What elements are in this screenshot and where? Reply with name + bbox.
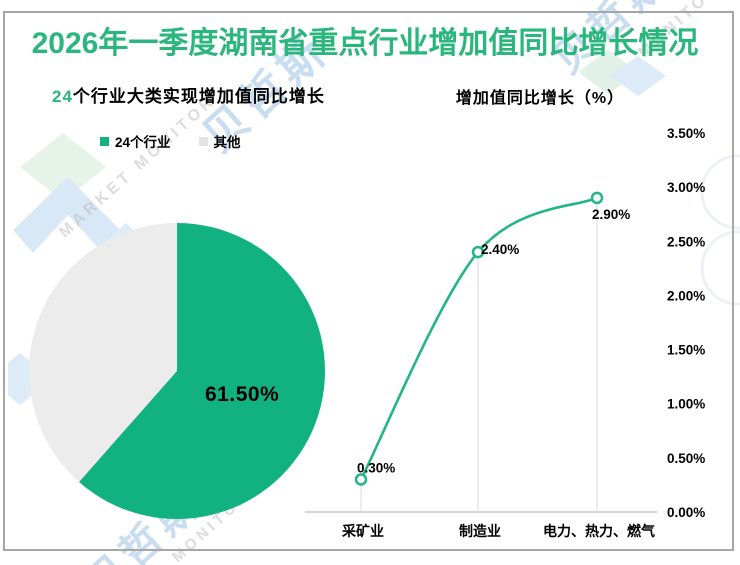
faint-circle-2 — [700, 230, 740, 306]
pie-slice-24-industries — [79, 223, 325, 519]
chart-frame — [3, 11, 734, 551]
line-series — [359, 196, 599, 481]
pie-subtitle-number: 24 — [52, 87, 73, 106]
droplines-group — [360, 197, 598, 512]
legend-swatch-gray — [198, 136, 208, 146]
pie-data-label: 61.50% — [205, 383, 280, 406]
pie-legend: 24个行业 其他 — [100, 131, 241, 151]
x-axis-category-label: 采矿业 — [341, 523, 384, 539]
y-axis-tick-label: 2.00% — [667, 288, 705, 303]
data-point-marker — [590, 191, 604, 205]
pie-subtitle-text: 个行业大类实现增加值同比增长 — [72, 87, 325, 106]
logo-small-blue-diamond — [610, 56, 666, 96]
line-chart: 0.30% 2.40% 2.90% 0.00% 0.50% 1.00% 1.50% 2.00… — [305, 126, 705, 539]
data-point-label: 2.90% — [592, 207, 630, 222]
x-axis-labels-group: 采矿业 制造业 电力、热力、燃气 — [341, 523, 655, 539]
legend-item-other: 其他 — [198, 131, 241, 151]
data-point-label: 2.40% — [481, 242, 519, 257]
line-chart-subtitle: 增加值同比增长（%） — [455, 90, 625, 107]
page-title: 2026年一季度湖南省重点行业增加值同比增长情况 — [31, 27, 699, 60]
logo-diamond-shape — [20, 133, 106, 201]
markers-group — [354, 191, 604, 486]
y-axis-tick-label: 3.50% — [667, 126, 705, 141]
y-axis-labels-group: 0.00% 0.50% 1.00% 1.50% 2.00% 2.50% 3.00% 3.50% — [667, 126, 705, 520]
y-axis-tick-label: 0.00% — [667, 505, 705, 520]
x-axis-category-label: 制造业 — [459, 523, 501, 539]
legend-label-24-industries: 24个行业 — [115, 135, 171, 150]
y-axis-tick-label: 2.50% — [667, 234, 705, 249]
watermark-logo-small-icon — [580, 50, 666, 96]
y-axis-tick-label: 1.00% — [667, 397, 705, 412]
logo-small-green-diamond — [580, 50, 638, 94]
legend-swatch-green — [100, 136, 109, 146]
logo-chevron-shape — [13, 177, 123, 253]
legend-item-24-industries: 24个行业 — [100, 131, 171, 151]
pie-chart — [29, 223, 325, 519]
watermark-circles-icon — [700, 154, 740, 306]
y-axis-tick-label: 0.50% — [667, 451, 705, 466]
y-axis-tick-label: 1.50% — [667, 343, 705, 358]
pie-chart-subtitle: 24个行业大类实现增加值同比增长 — [52, 82, 325, 107]
data-point-label: 0.30% — [357, 461, 395, 476]
legend-label-other: 其他 — [213, 135, 241, 150]
y-axis-tick-label: 3.00% — [667, 180, 705, 195]
point-labels-group: 0.30% 2.40% 2.90% — [357, 207, 630, 476]
data-point-marker — [354, 473, 368, 486]
faint-circle — [700, 154, 740, 230]
x-axis-category-label: 电力、热力、燃气 — [543, 523, 655, 539]
data-point-marker — [471, 245, 485, 259]
